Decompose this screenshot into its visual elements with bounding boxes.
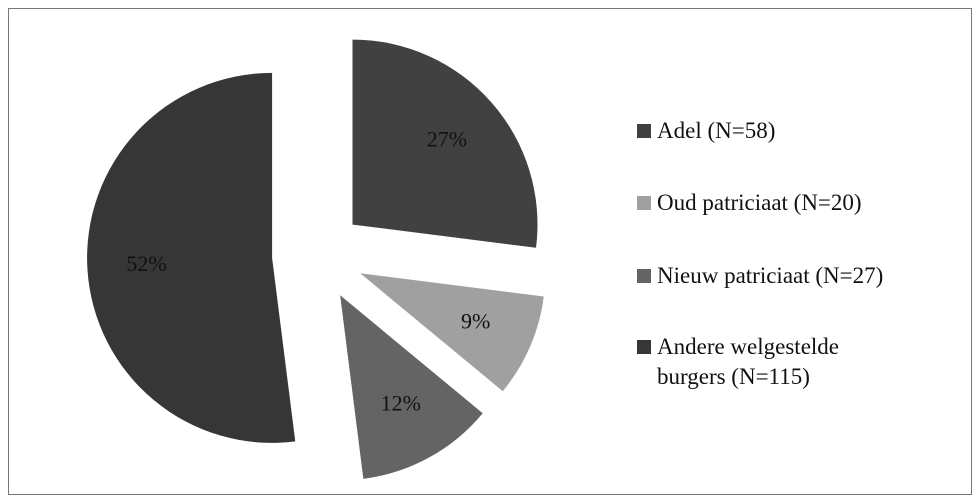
slice-label: 12% xyxy=(381,391,421,416)
legend-swatch xyxy=(637,124,651,138)
legend-swatch xyxy=(637,269,651,283)
legend-label: Andere welgestelde burgers (N=115) xyxy=(657,334,840,389)
legend-label: Nieuw patriciaat (N=27) xyxy=(657,263,884,288)
legend-item: Adel (N=58) xyxy=(637,116,937,146)
legend-label: Adel (N=58) xyxy=(657,118,776,143)
slice-label: 9% xyxy=(461,308,490,333)
legend-item: Oud patriciaat (N=20) xyxy=(637,188,937,218)
slice-label: 27% xyxy=(427,126,467,151)
legend-item: Nieuw patriciaat (N=27) xyxy=(637,261,937,291)
legend-item: Andere welgestelde burgers (N=115) xyxy=(637,332,937,392)
pie-slice xyxy=(360,273,544,392)
legend-label: Oud patriciaat (N=20) xyxy=(657,190,862,215)
pie-slice xyxy=(352,39,538,248)
legend-swatch xyxy=(637,340,651,354)
legend-swatch xyxy=(637,196,651,210)
slice-label: 52% xyxy=(126,251,166,276)
pie-slice xyxy=(87,72,296,443)
frame xyxy=(8,8,972,495)
pie-slice xyxy=(340,295,483,479)
